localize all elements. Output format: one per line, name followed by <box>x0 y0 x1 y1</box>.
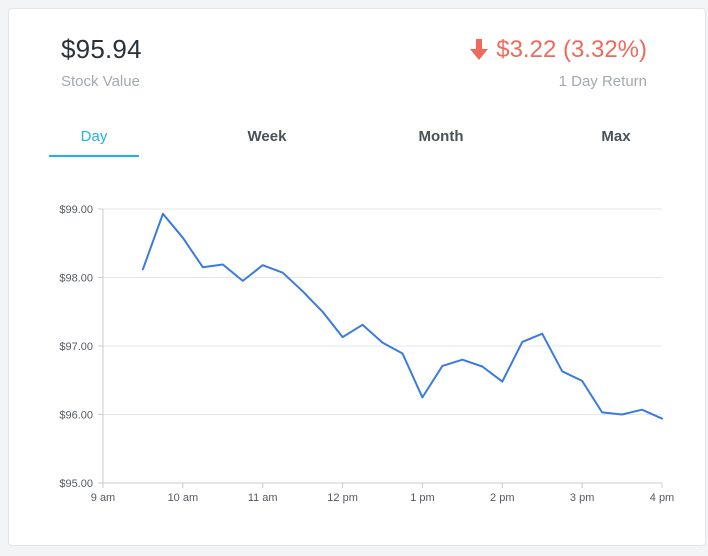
tab-day-label: Day <box>80 128 108 145</box>
y-tick-label: $96.00 <box>59 410 93 422</box>
active-tab-indicator <box>49 155 139 157</box>
x-tick-label: 10 am <box>168 492 199 504</box>
return-value: $3.22 (3.32%) <box>496 36 647 63</box>
tab-day[interactable]: Day <box>49 121 139 157</box>
arrow-down-icon <box>470 39 489 60</box>
tab-month-label: Month <box>418 128 464 145</box>
tab-max[interactable]: Max <box>571 121 661 157</box>
day-return: $3.22 (3.32%) <box>470 36 647 64</box>
range-tabs: Day Week Month Max <box>49 121 669 161</box>
y-tick-label: $95.00 <box>59 478 93 490</box>
price-series-line <box>141 212 663 420</box>
y-tick-label: $97.00 <box>59 341 93 353</box>
tab-max-label: Max <box>601 128 631 145</box>
y-tick-label: $98.00 <box>59 273 93 285</box>
x-tick-label: 11 am <box>248 492 278 504</box>
x-tick-label: 1 pm <box>410 492 434 504</box>
tab-week-label: Week <box>247 128 287 145</box>
tab-month[interactable]: Month <box>396 121 486 157</box>
x-tick-label: 3 pm <box>570 492 594 504</box>
y-tick-label: $99.00 <box>59 204 93 216</box>
x-tick-label: 12 pm <box>327 492 358 504</box>
tab-week[interactable]: Week <box>222 121 312 157</box>
stock-value: $95.94 <box>61 34 142 64</box>
stock-value-label: Stock Value <box>61 73 140 90</box>
x-tick-label: 2 pm <box>490 492 514 504</box>
x-tick-label: 9 am <box>91 492 115 504</box>
return-label: 1 Day Return <box>558 73 647 90</box>
x-tick-label: 4 pm <box>650 492 674 504</box>
